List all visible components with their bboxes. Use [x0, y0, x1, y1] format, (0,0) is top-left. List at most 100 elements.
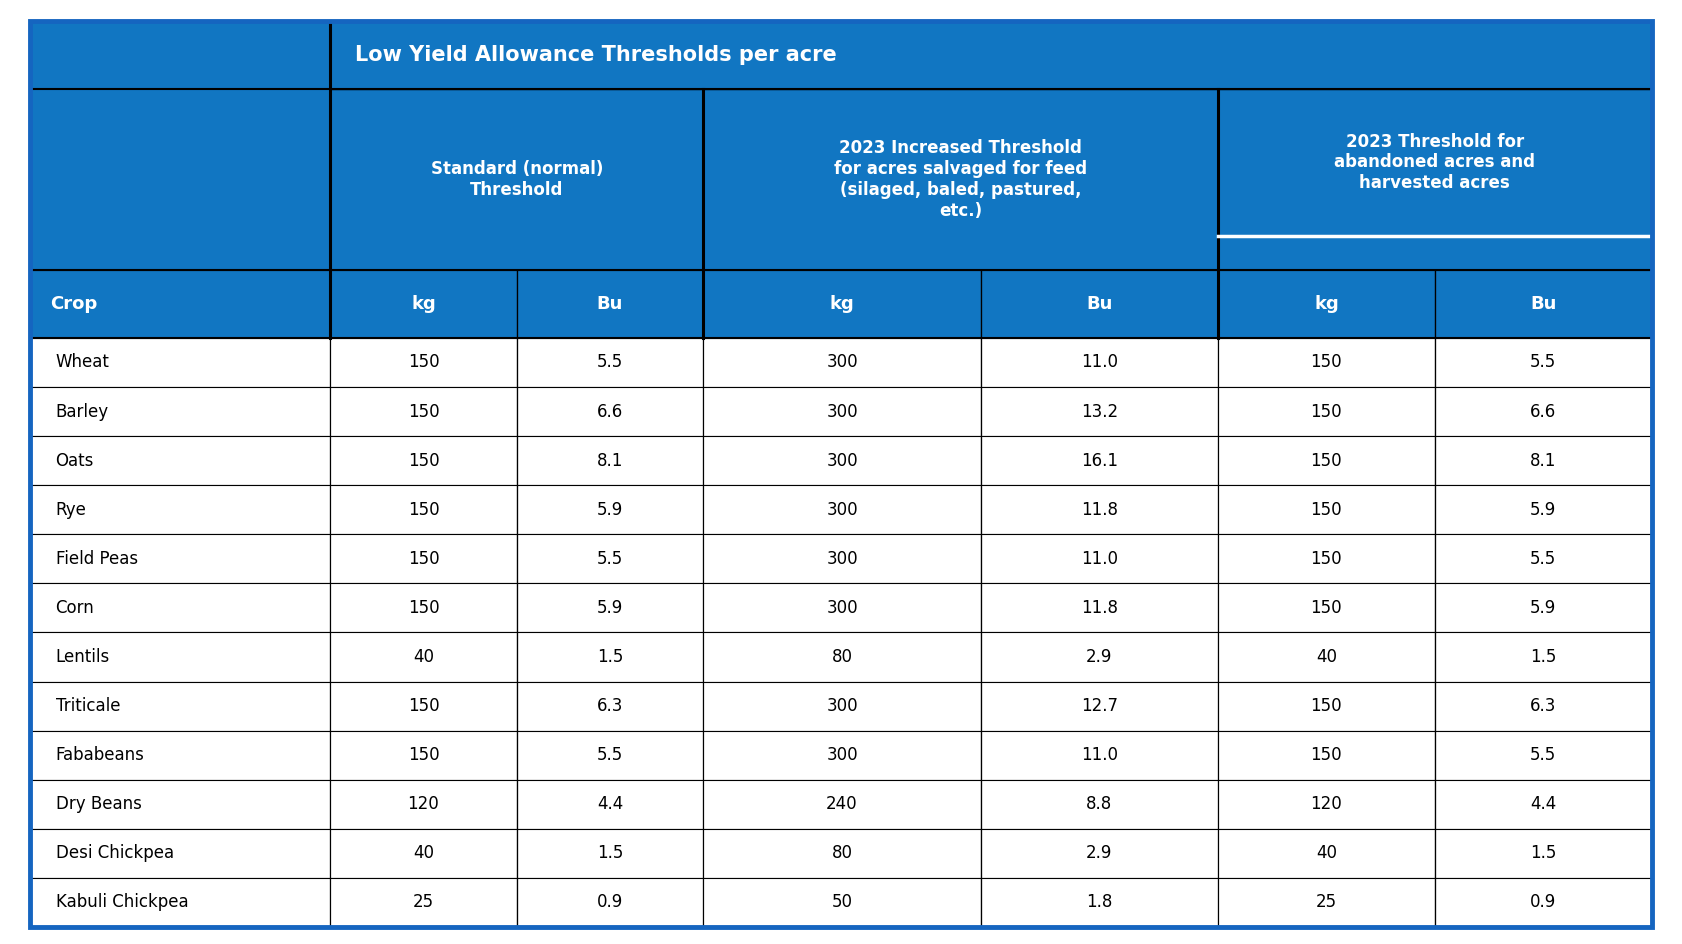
Bar	[30, 387, 330, 436]
Text: 150: 150	[1310, 500, 1342, 519]
Text: kg: kg	[1314, 295, 1339, 313]
Bar	[330, 485, 516, 534]
Bar	[1218, 682, 1435, 731]
Text: 150: 150	[407, 500, 439, 519]
Bar	[330, 21, 1652, 89]
Bar	[703, 436, 981, 485]
Text: 5.9: 5.9	[1531, 500, 1556, 519]
Text: 1.5: 1.5	[1531, 648, 1556, 666]
Bar	[703, 485, 981, 534]
Text: 150: 150	[407, 598, 439, 617]
Bar	[1218, 878, 1435, 927]
Bar	[30, 829, 330, 878]
Bar	[30, 21, 330, 89]
Text: 6.3: 6.3	[597, 697, 622, 716]
Bar	[1435, 731, 1652, 780]
Bar	[981, 338, 1218, 387]
Bar	[30, 682, 330, 731]
Text: 11.0: 11.0	[1082, 549, 1119, 568]
Bar	[703, 632, 981, 682]
Bar	[703, 829, 981, 878]
Bar	[330, 632, 516, 682]
Bar	[981, 485, 1218, 534]
Bar	[703, 731, 981, 780]
Bar	[981, 780, 1218, 829]
Bar	[1435, 534, 1652, 583]
Bar	[981, 829, 1218, 878]
Bar	[981, 436, 1218, 485]
Text: 150: 150	[407, 697, 439, 716]
Text: Fababeans: Fababeans	[56, 746, 145, 765]
Bar	[30, 270, 330, 338]
Text: 0.9: 0.9	[597, 893, 622, 912]
Bar	[1435, 485, 1652, 534]
Bar	[1218, 485, 1435, 534]
Text: 150: 150	[1310, 697, 1342, 716]
Bar	[1218, 387, 1435, 436]
Text: 5.5: 5.5	[597, 746, 622, 765]
Bar	[516, 338, 703, 387]
Bar	[330, 436, 516, 485]
Bar	[30, 89, 330, 270]
Text: 12.7: 12.7	[1082, 697, 1119, 716]
Text: Field Peas: Field Peas	[56, 549, 138, 568]
Bar	[981, 682, 1218, 731]
Bar	[1435, 270, 1652, 338]
Bar	[516, 731, 703, 780]
Text: 5.9: 5.9	[1531, 598, 1556, 617]
Bar	[516, 780, 703, 829]
Text: 40: 40	[414, 844, 434, 863]
Bar	[516, 632, 703, 682]
Bar	[1218, 829, 1435, 878]
Bar	[516, 682, 703, 731]
Text: Rye: Rye	[56, 500, 86, 519]
Text: 150: 150	[1310, 451, 1342, 470]
Text: 2.9: 2.9	[1087, 648, 1112, 666]
Bar	[1218, 89, 1652, 270]
Text: Wheat: Wheat	[56, 353, 109, 372]
Text: Desi Chickpea: Desi Chickpea	[56, 844, 173, 863]
Bar	[516, 387, 703, 436]
Text: 2023 Increased Threshold
for acres salvaged for feed
(silaged, baled, pastured,
: 2023 Increased Threshold for acres salva…	[834, 139, 1087, 220]
Text: 1.5: 1.5	[597, 844, 622, 863]
Bar	[30, 731, 330, 780]
Bar	[703, 780, 981, 829]
Bar	[30, 583, 330, 632]
Bar	[1218, 270, 1435, 338]
Bar	[703, 387, 981, 436]
Text: 50: 50	[831, 893, 853, 912]
Text: 150: 150	[407, 451, 439, 470]
Bar	[1435, 632, 1652, 682]
Text: 4.4: 4.4	[597, 795, 622, 814]
Bar	[981, 878, 1218, 927]
Text: 80: 80	[831, 648, 853, 666]
Text: 25: 25	[412, 893, 434, 912]
Bar	[981, 632, 1218, 682]
Bar	[30, 338, 330, 387]
Text: kg: kg	[829, 295, 854, 313]
Bar	[1218, 338, 1435, 387]
Text: 300: 300	[826, 402, 858, 421]
Bar	[516, 878, 703, 927]
Bar	[516, 485, 703, 534]
Text: 6.3: 6.3	[1531, 697, 1556, 716]
Bar	[1435, 583, 1652, 632]
Text: 2.9: 2.9	[1087, 844, 1112, 863]
Text: 1.5: 1.5	[597, 648, 622, 666]
Text: 2023 Threshold for
abandoned acres and
harvested acres: 2023 Threshold for abandoned acres and h…	[1334, 132, 1536, 193]
Bar	[516, 436, 703, 485]
Text: 11.0: 11.0	[1082, 353, 1119, 372]
Text: Crop: Crop	[50, 295, 98, 313]
Bar	[30, 878, 330, 927]
Text: 150: 150	[407, 549, 439, 568]
Text: Lentils: Lentils	[56, 648, 109, 666]
Text: 120: 120	[1310, 795, 1342, 814]
Text: 11.0: 11.0	[1082, 746, 1119, 765]
Text: 1.5: 1.5	[1531, 844, 1556, 863]
Text: 300: 300	[826, 697, 858, 716]
Text: 120: 120	[407, 795, 439, 814]
Bar	[330, 270, 516, 338]
Text: 6.6: 6.6	[1531, 402, 1556, 421]
Bar	[516, 829, 703, 878]
Bar	[330, 829, 516, 878]
